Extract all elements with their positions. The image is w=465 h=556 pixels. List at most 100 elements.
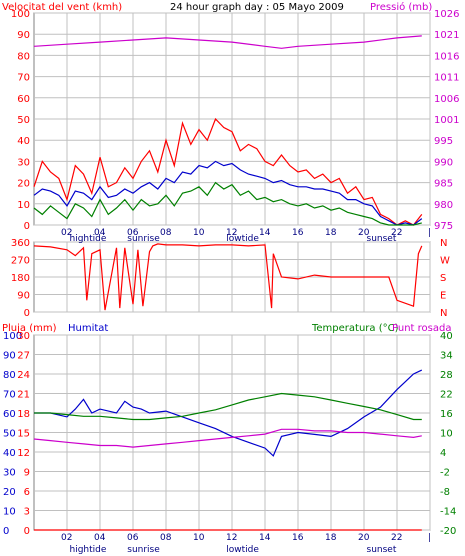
temp-y-tick-9: 34: [440, 351, 453, 362]
wind-y-tick-0: 0: [24, 221, 30, 232]
pressure-y-tick-6: 1006: [434, 94, 459, 105]
series-humidity: [34, 369, 423, 457]
x-tick-bottom-4: 10: [193, 533, 205, 543]
annotation-bottom-3: sunset: [367, 545, 397, 555]
direction-y-tick-3: 90: [17, 291, 30, 302]
x-tick-bottom-10: 22: [391, 533, 402, 543]
compass-tick-0: N: [440, 238, 447, 249]
wind-y-tick-1: 10: [17, 200, 30, 211]
humidity-y-tick-0: 0: [3, 526, 9, 537]
x-tick-top-0: 02: [61, 228, 72, 238]
wind-y-tick-7: 70: [17, 73, 30, 84]
x-tick-bottom-3: 08: [160, 533, 172, 543]
temp-y-tick-1: -14: [440, 507, 456, 518]
pressure-y-tick-7: 1011: [434, 73, 459, 84]
humidity-y-tick-9: 90: [3, 351, 16, 362]
wind-y-tick-6: 60: [17, 94, 30, 105]
series-wind_avg: [33, 160, 423, 226]
humidity-y-tick-7: 70: [3, 390, 16, 401]
humidity-y-tick-4: 40: [3, 448, 16, 459]
temp-y-tick-2: -8: [440, 487, 450, 498]
x-tick-top-11: |: [428, 228, 431, 238]
rain-y-tick-6: 18: [17, 409, 30, 420]
annotation-bottom-2: lowtide: [226, 545, 259, 555]
wind-y-tick-5: 50: [17, 115, 30, 126]
annotation-bottom-0: hightide: [70, 545, 107, 555]
humidity-y-tick-3: 30: [3, 468, 16, 479]
rain-y-tick-5: 15: [17, 429, 30, 440]
rain-y-tick-2: 6: [24, 487, 30, 498]
x-tick-bottom-11: |: [428, 533, 431, 543]
annotation-top-1: sunrise: [127, 234, 160, 244]
temp-y-tick-7: 22: [440, 390, 453, 401]
wind-y-tick-2: 20: [17, 179, 30, 190]
x-tick-top-7: 16: [292, 228, 304, 238]
humidity-axis-title: Humitat: [68, 323, 108, 334]
rain-y-tick-7: 21: [17, 390, 30, 401]
annotation-bottom-1: sunrise: [127, 545, 160, 555]
rain-y-tick-8: 24: [17, 370, 30, 381]
x-tick-top-10: 22: [391, 228, 402, 238]
temperature-axis-title: Temperatura (°C): [311, 323, 399, 334]
x-tick-bottom-2: 06: [127, 533, 139, 543]
series-wind_direction: [33, 243, 423, 311]
annotation-top-2: lowtide: [226, 234, 259, 244]
pressure-y-tick-10: 1026: [434, 9, 459, 20]
series-wind_gust: [33, 117, 423, 226]
x-tick-top-6: 14: [259, 228, 271, 238]
temp-y-tick-3: -2: [440, 468, 450, 479]
direction-y-tick-0: 360: [11, 238, 30, 249]
rain-y-tick-10: 30: [17, 331, 30, 342]
humidity-y-tick-2: 20: [3, 487, 16, 498]
rain-axis-title: Pluja (mm): [2, 323, 57, 334]
x-tick-bottom-0: 02: [61, 533, 72, 543]
rain-y-tick-1: 3: [24, 507, 30, 518]
x-tick-top-1: 04: [94, 228, 106, 238]
series-dewpoint: [33, 428, 422, 448]
temp-y-tick-0: -20: [440, 526, 456, 537]
x-tick-top-5: 12: [226, 228, 237, 238]
temp-y-tick-5: 10: [440, 429, 453, 440]
wind-y-tick-10: 100: [11, 9, 30, 20]
compass-tick-4: N: [440, 308, 447, 319]
x-tick-bottom-6: 14: [259, 533, 271, 543]
humidity-y-tick-6: 60: [3, 409, 16, 420]
chart-marks: 02 04 06 08 10 12 14 16 18 20 22 |02 04 06 08 10 12 14 16 1…: [3, 9, 459, 555]
rain-y-tick-9: 27: [17, 351, 30, 362]
wind-y-tick-9: 90: [17, 30, 30, 41]
humidity-y-tick-10: 100: [3, 331, 22, 342]
temp-y-tick-8: 28: [440, 370, 453, 381]
compass-tick-2: S: [440, 273, 446, 284]
pressure-y-tick-2: 985: [434, 179, 453, 190]
pressure-y-tick-0: 975: [434, 221, 453, 232]
pressure-y-tick-5: 1001: [434, 115, 459, 126]
rain-y-tick-3: 9: [24, 468, 30, 479]
x-tick-bottom-7: 16: [292, 533, 304, 543]
series-pressure: [33, 35, 422, 49]
series-wind_min: [33, 181, 422, 226]
x-tick-top-9: 20: [358, 228, 370, 238]
humidity-y-tick-5: 50: [3, 429, 16, 440]
x-tick-top-4: 10: [193, 228, 205, 238]
x-tick-top-3: 08: [160, 228, 172, 238]
chart-title: 24 hour graph day : 05 Mayo 2009: [170, 2, 344, 13]
direction-y-tick-2: 180: [11, 273, 30, 284]
wind-y-tick-3: 30: [17, 157, 30, 168]
compass-tick-3: E: [440, 291, 446, 302]
rain-y-tick-4: 12: [17, 448, 30, 459]
humidity-y-tick-8: 80: [3, 370, 16, 381]
wind-y-tick-4: 40: [17, 136, 30, 147]
temp-y-tick-6: 16: [440, 409, 453, 420]
x-tick-top-8: 18: [325, 228, 337, 238]
wind-y-tick-8: 80: [17, 51, 30, 62]
temp-y-tick-10: 40: [440, 331, 453, 342]
series-temperature: [34, 392, 422, 421]
dewpoint-axis-title: Punt rosada: [392, 323, 451, 334]
x-tick-bottom-5: 12: [226, 533, 237, 543]
pressure-y-tick-1: 980: [434, 200, 453, 211]
pressure-y-tick-9: 1021: [434, 30, 459, 41]
x-tick-bottom-9: 20: [358, 533, 370, 543]
wind-axis-title: Velocitat del vent (kmh): [2, 2, 122, 13]
pressure-y-tick-4: 995: [434, 136, 453, 147]
